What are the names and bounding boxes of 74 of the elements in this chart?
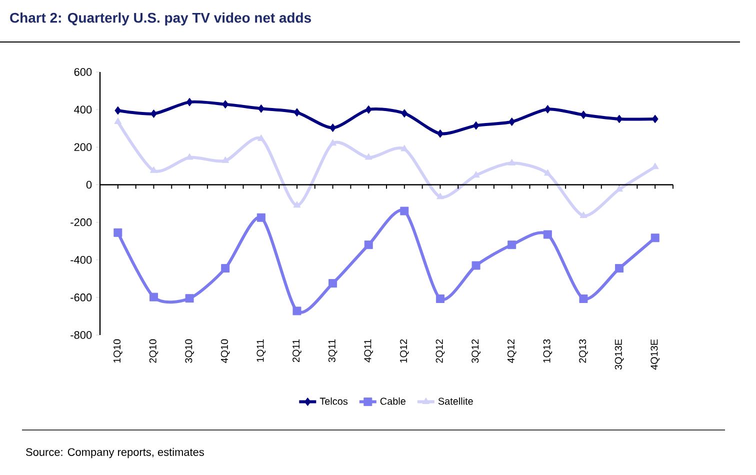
point [257,134,265,141]
point [616,114,623,124]
x-tick-label: 4Q11 [364,339,374,362]
point [222,100,229,109]
x-tick-label: 3Q12 [472,339,480,363]
y-tick-label: 0 [86,180,92,189]
y-tick-label: -600 [70,294,92,302]
point [652,114,658,124]
x-tick-label: 3Q10 [185,339,194,363]
point [186,98,193,106]
y-tick-label: 600 [74,68,92,76]
point [150,166,158,173]
x-tick-label: 2Q13 [579,339,588,363]
y-tick-label: -400 [70,256,92,264]
point [256,213,266,222]
legend-label: Cable [380,397,406,405]
x-tick-label: 2Q11 [292,339,302,362]
point [579,294,588,303]
point [400,144,408,152]
point [364,240,373,250]
point [436,294,444,303]
point [364,153,372,160]
x-tick-label: 1Q11 [256,339,266,362]
point [292,306,302,316]
point [294,108,300,117]
y-tick-label: -800 [70,331,92,339]
point [293,201,301,208]
x-tick-label: 2Q10 [149,339,158,363]
point [114,228,122,237]
point [615,264,624,273]
x-tick-label: 4Q13E [650,339,660,370]
point [472,121,480,130]
point [616,185,623,192]
point [330,124,336,132]
point [544,169,552,176]
x-tick-label: 1Q10 [113,339,122,363]
point [186,153,194,160]
point [222,156,230,163]
point [221,264,230,273]
legend-label: Satellite [438,397,473,405]
x-tick-label: 3Q11 [328,339,338,362]
x-tick-label: 4Q10 [220,339,230,364]
x-tick-label: 3Q13E [614,339,624,370]
point [365,105,372,114]
point [508,118,516,126]
point [401,109,408,118]
point [114,118,122,124]
point [185,294,194,303]
point [580,110,587,120]
point [508,240,516,250]
y-tick-label: 200 [74,143,92,152]
chart-title: Chart 2: Quarterly U.S. pay TV video net adds [10,12,311,26]
point [258,104,264,113]
point [543,230,552,239]
point [436,192,444,200]
point [472,261,480,270]
point [149,292,158,302]
point [508,158,516,166]
x-tick-label: 1Q13 [543,339,552,363]
point [328,279,338,288]
x-tick-label: 1Q12 [400,339,409,363]
source-note: Source: Company reports, estimates [26,448,204,458]
y-tick-label: 400 [74,106,92,114]
x-tick-label: 2Q12 [436,339,445,363]
point [580,211,588,218]
y-tick-label: -200 [70,218,92,226]
point [400,206,409,216]
legend-label: Telcos [320,397,348,405]
point [544,104,551,114]
point [650,234,660,242]
point [329,139,336,146]
point [436,129,444,138]
x-tick-label: 4Q12 [507,339,516,364]
point [114,106,122,115]
